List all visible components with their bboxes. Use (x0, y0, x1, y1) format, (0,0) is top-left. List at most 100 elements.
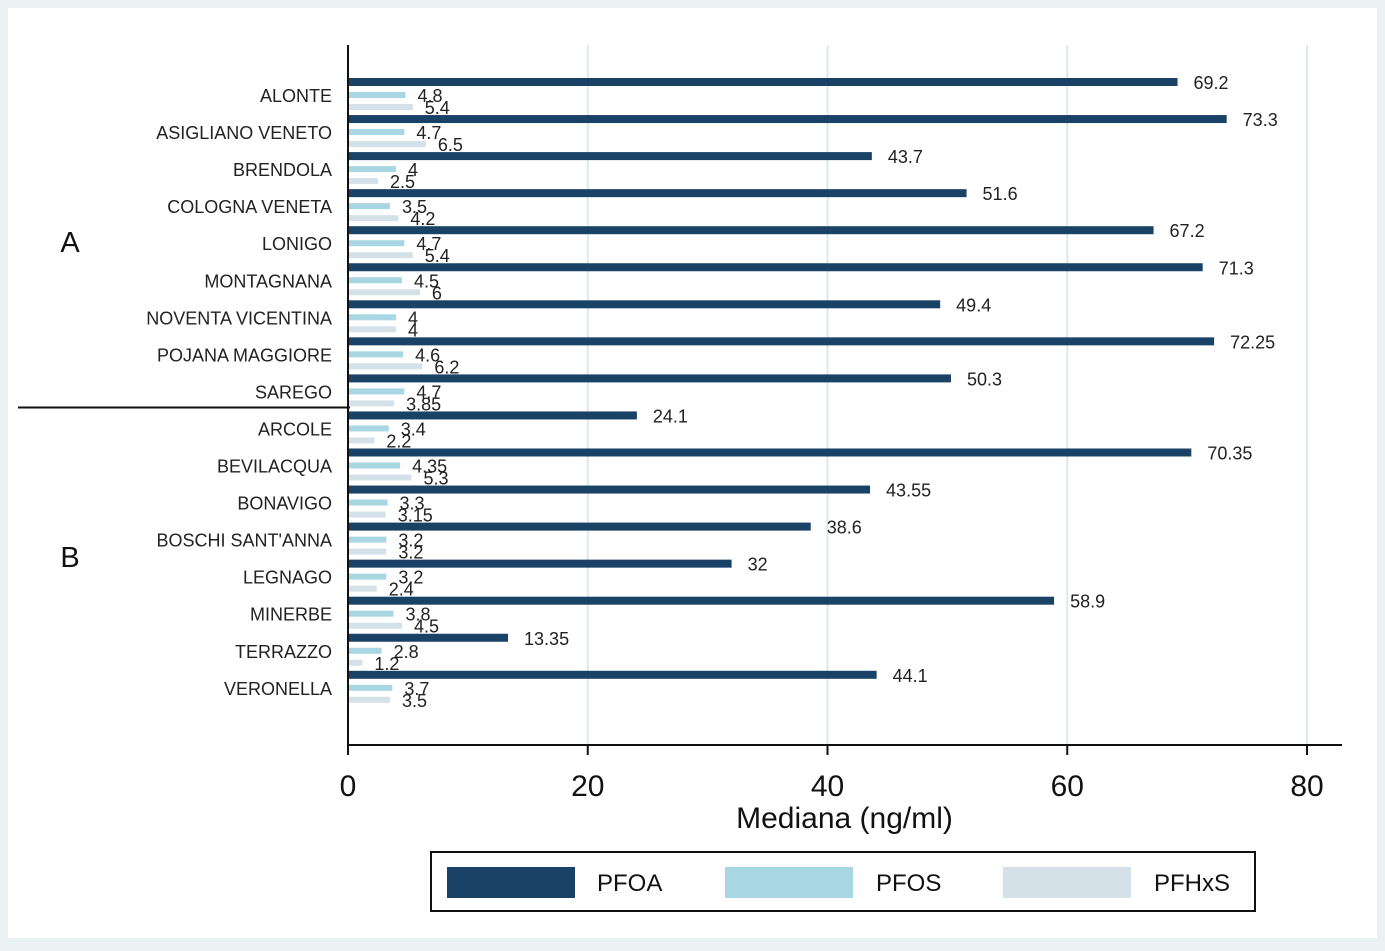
bar-pfoa (348, 115, 1227, 124)
bar-pfos (348, 647, 382, 654)
data-label-pfos: 4.7 (416, 382, 441, 402)
data-label-pfhxs: 5.3 (424, 469, 449, 489)
data-label-pfoa: 38.6 (827, 518, 862, 538)
data-label-pfhxs: 2.4 (389, 580, 414, 600)
data-label-pfhxs: 6.2 (434, 357, 459, 377)
bar-pfhxs (348, 659, 363, 666)
data-label-pfhxs: 5.4 (425, 246, 450, 266)
bar-pfhxs (348, 696, 390, 703)
bar-pfos (348, 277, 402, 284)
data-label-pfos: 4.8 (418, 86, 443, 106)
category-label: MINERBE (250, 605, 332, 625)
bar-pfos (348, 314, 396, 321)
bar-pfoa (348, 337, 1215, 346)
bar-pfos (348, 92, 406, 98)
group-label: A (60, 227, 80, 259)
category-label: ARCOLE (258, 419, 332, 439)
bar-pfhxs (348, 178, 378, 185)
data-label-pfoa: 32 (748, 555, 768, 575)
grid-layer (586, 45, 1308, 745)
category-label: VERONELLA (224, 679, 332, 699)
data-label-pfos: 3.8 (406, 605, 431, 625)
bar-pfos (348, 610, 394, 617)
data-label-pfhxs: 3.5 (402, 691, 427, 711)
data-label-pfhxs: 6.5 (438, 135, 463, 155)
data-label-pfoa: 71.3 (1219, 258, 1254, 278)
bar-pfhxs (348, 104, 413, 110)
bar-pfoa (348, 633, 509, 642)
category-label: TERRAZZO (235, 642, 332, 662)
bar-pfos (348, 203, 390, 210)
bar-pfhxs (348, 141, 426, 148)
data-label-pfos: 3.2 (398, 568, 423, 588)
bar-pfos (348, 462, 401, 469)
bar-pfhxs (348, 400, 395, 407)
legend: PFOA PFOS PFHxS (430, 851, 1256, 912)
bar-pfhxs (348, 252, 413, 259)
category-label: BONAVIGO (237, 494, 332, 514)
bar-pfos (348, 499, 388, 506)
bar-pfoa (348, 596, 1055, 605)
bar-pfos (348, 388, 405, 395)
data-label-pfhxs: 4.5 (414, 617, 439, 637)
legend-swatch-pfos (725, 867, 853, 898)
bar-pfoa (348, 448, 1192, 457)
data-label-pfoa: 24.1 (653, 406, 688, 426)
data-label-pfoa: 51.6 (983, 184, 1018, 204)
category-label: COLOGNA VENETA (167, 197, 332, 217)
x-axis-title: Mediana (ng/ml) (736, 802, 953, 835)
bars-layer (348, 78, 1227, 703)
data-label-pfos: 4.7 (416, 123, 441, 143)
category-label: ALONTE (260, 86, 332, 106)
data-label-pfos: 3.4 (401, 419, 426, 439)
bar-pfhxs (348, 289, 420, 296)
data-label-pfos: 4.7 (416, 234, 441, 254)
category-label: ASIGLIANO VENETO (156, 123, 332, 143)
bar-pfoa (348, 522, 811, 531)
category-label: BEVILACQUA (217, 457, 332, 477)
data-label-pfhxs: 2.2 (386, 431, 411, 451)
data-label-pfos: 4 (408, 308, 418, 328)
x-tick-label: 60 (1051, 770, 1084, 803)
category-label: POJANA MAGGIORE (157, 345, 332, 365)
group-label: B (60, 542, 79, 574)
category-label: NOVENTA VICENTINA (146, 308, 332, 328)
data-label-pfoa: 72.25 (1230, 332, 1275, 352)
bar-pfoa (348, 78, 1178, 86)
data-label-pfhxs: 2.5 (390, 172, 415, 192)
data-label-pfos: 4.6 (415, 345, 440, 365)
bar-pfhxs (348, 474, 412, 481)
data-label-pfos: 3.2 (398, 531, 423, 551)
data-label-pfos: 4 (408, 160, 418, 180)
bar-pfos (348, 536, 387, 543)
data-label-pfhxs: 5.4 (425, 98, 450, 118)
bar-pfoa (348, 263, 1203, 272)
bar-pfoa (348, 670, 877, 679)
legend-label-pfoa: PFOA (597, 870, 662, 897)
data-label-pfoa: 67.2 (1170, 221, 1205, 241)
bar-pfos (348, 166, 396, 173)
data-label-pfhxs: 3.85 (406, 394, 441, 414)
bar-pfos (348, 684, 393, 691)
bar-pfhxs (348, 437, 375, 444)
data-label-pfoa: 50.3 (967, 369, 1002, 389)
data-label-pfoa: 43.7 (888, 147, 923, 167)
x-tick-label: 0 (340, 770, 357, 803)
bar-pfhxs (348, 622, 402, 629)
data-label-pfoa: 13.35 (524, 629, 569, 649)
category-label: LONIGO (262, 234, 332, 254)
bar-pfhxs (348, 363, 423, 370)
bar-pfos (348, 129, 405, 136)
data-label-pfhxs: 3.15 (398, 506, 433, 526)
bar-pfoa (348, 374, 951, 383)
data-label-pfos: 4.5 (414, 271, 439, 291)
data-label-pfoa: 44.1 (893, 666, 928, 686)
bar-pfoa (348, 485, 871, 494)
bar-pfoa (348, 226, 1154, 235)
plot-area (8, 8, 1377, 938)
data-label-pfos: 3.7 (404, 679, 429, 699)
data-label-pfhxs: 4.2 (410, 209, 435, 229)
bar-pfhxs (348, 215, 399, 222)
